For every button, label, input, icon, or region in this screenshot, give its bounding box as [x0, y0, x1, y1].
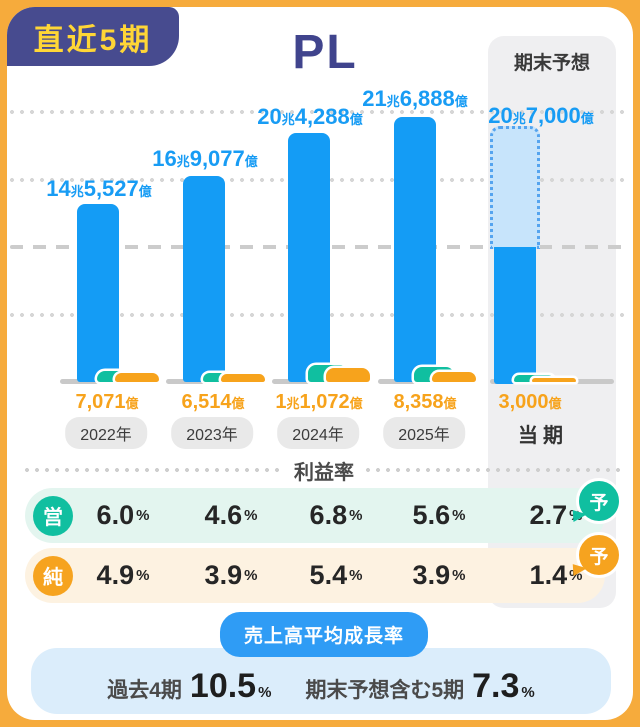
operating-margin-badge: 営 — [33, 495, 73, 536]
forecast-bar-dotted-outline — [490, 126, 540, 249]
forecast-bar-achieved — [494, 247, 536, 384]
net-margin-forecast: 1.4% — [529, 560, 583, 590]
net-margin-2023: 3.9% — [204, 560, 258, 590]
growth-label-incl-forecast5: 期末予想含む5期 — [305, 678, 465, 702]
revenue-label-2024: 20兆4,288億 — [257, 104, 363, 129]
growth-value-past4: 10.5 — [189, 666, 257, 705]
growth-label-past4: 過去4期 — [107, 678, 182, 702]
net-profit-bar-2024 — [326, 368, 370, 382]
net-profit-bar-2022 — [115, 373, 159, 382]
operating-margin-forecast: 2.7% — [529, 500, 583, 530]
net-margin-2024: 5.4% — [309, 560, 363, 590]
year-label-2023: 2023年 — [171, 417, 253, 449]
operating-margin-2025: 5.6% — [412, 500, 466, 530]
dotted-leader-right — [366, 468, 623, 472]
net-profit-label-2023: 6,514億 — [181, 391, 245, 413]
net-margin-row: 純 4.9% 3.9% 5.4% 3.9% 1.4% — [25, 548, 605, 603]
gridline-dotted-1 — [10, 110, 630, 114]
revenue-label-2022: 14兆5,527億 — [46, 176, 152, 201]
dotted-leader-left — [25, 468, 282, 472]
net-profit-label-2025: 8,358億 — [393, 391, 457, 413]
margin-section-header: 利益率 — [25, 456, 623, 484]
revenue-label-forecast: 20兆7,000億 — [488, 103, 594, 128]
net-margin-2025: 3.9% — [412, 560, 466, 590]
forecast-mark-bubble-operating: 予 — [576, 478, 622, 524]
growth-rate-values: 過去4期 10.5 % 期末予想含む5期 7.3 % — [107, 666, 535, 705]
forecast-mark-bubble-net: 予 — [576, 532, 622, 578]
net-profit-bar-current — [532, 378, 576, 382]
revenue-label-2025: 21兆6,888億 — [362, 86, 468, 111]
revenue-label-2023: 16兆9,077億 — [152, 146, 258, 171]
operating-margin-2023: 4.6% — [204, 500, 258, 530]
page-title: PL — [292, 26, 358, 79]
growth-rate-box: 過去4期 10.5 % 期末予想含む5期 7.3 % — [31, 648, 611, 714]
growth-rate-badge: 売上高平均成長率 — [219, 612, 429, 657]
operating-margin-2022: 6.0% — [96, 500, 150, 530]
net-profit-label-current: 3,000億 — [498, 391, 562, 413]
year-label-2025: 2025年 — [383, 417, 465, 449]
operating-margin-row: 営 6.0% 4.6% 6.8% 5.6% 2.7% — [25, 488, 605, 543]
revenue-bar-2025 — [394, 117, 436, 382]
growth-value-incl-forecast5: 7.3 — [472, 666, 520, 705]
infographic-card: 直近5期 PL 期末予想 14兆5,527億 16兆9,077億 20兆4,28… — [7, 7, 633, 720]
recent-periods-badge: 直近5期 — [7, 7, 179, 66]
net-profit-bar-2023 — [221, 374, 265, 382]
forecast-column-title: 期末予想 — [513, 53, 590, 74]
net-margin-badge: 純 — [33, 555, 73, 596]
year-label-2024: 2024年 — [277, 417, 359, 449]
net-margin-2022: 4.9% — [96, 560, 150, 590]
net-profit-label-2022: 7,071億 — [75, 391, 139, 413]
net-profit-bar-2025 — [432, 371, 476, 382]
year-label-2022: 2022年 — [65, 417, 147, 449]
recent-periods-badge-label: 直近5期 — [33, 23, 153, 57]
year-label-current: 当期 — [518, 425, 568, 447]
margin-section-title: 利益率 — [294, 461, 354, 484]
net-profit-label-2024: 1兆1,072億 — [275, 391, 363, 413]
revenue-bar-2023 — [183, 176, 225, 382]
revenue-bar-2024 — [288, 133, 330, 382]
revenue-bar-2022 — [77, 204, 119, 382]
operating-margin-2024: 6.8% — [309, 500, 363, 530]
